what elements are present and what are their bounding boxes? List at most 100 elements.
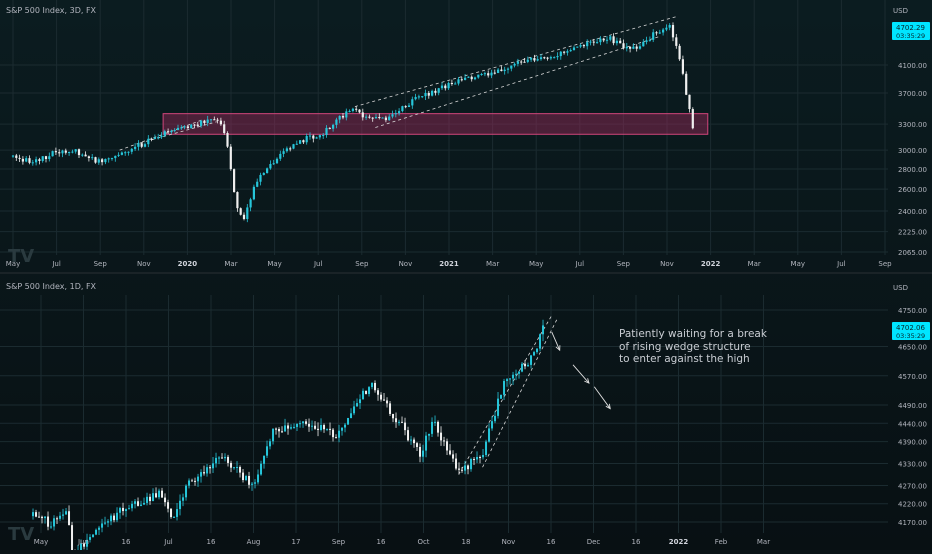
candle-body: [124, 152, 127, 154]
candle-body: [470, 76, 473, 80]
price-tick-label: 4330.00: [898, 461, 927, 469]
arrow-shaft: [593, 386, 611, 409]
time-tick-label: May: [267, 260, 281, 268]
candle-body: [356, 403, 359, 407]
time-tick-label: 16: [547, 538, 556, 546]
candle-body: [44, 516, 47, 519]
candle-body: [662, 29, 665, 33]
candle-body: [322, 135, 325, 137]
candle-body: [572, 47, 576, 51]
candle-body: [278, 428, 281, 432]
candle-body: [539, 334, 542, 349]
candle-body: [140, 504, 143, 506]
candle-body: [146, 496, 149, 503]
candle-body: [516, 61, 519, 64]
candle-body: [249, 199, 252, 208]
price-tick-label: 4440.00: [898, 420, 927, 428]
candle-body: [80, 543, 83, 552]
candle-body: [200, 472, 203, 477]
bottom-pane-price-tag: 4702.06 03:35:29: [892, 322, 930, 340]
candle-body: [424, 93, 427, 97]
time-tick-label: Sep: [94, 260, 108, 268]
candle-body: [32, 512, 35, 517]
candle-body: [224, 456, 227, 459]
candle-body: [401, 106, 404, 112]
candle-body: [394, 113, 397, 115]
candle-body: [521, 363, 524, 372]
time-tick-label: 18: [462, 538, 471, 546]
candle-body: [86, 539, 89, 547]
candle-body: [332, 124, 335, 129]
candle-body: [279, 153, 282, 159]
candle-body: [407, 105, 411, 107]
candle-body: [48, 156, 51, 160]
candle-body: [256, 181, 259, 187]
candle-body: [384, 117, 387, 121]
candle-body: [419, 446, 422, 457]
candle-body: [546, 57, 549, 59]
candle-body: [503, 69, 506, 72]
bottom-pane-time-axis[interactable]: May Jun 16 Jul 16 Aug 17 Sep 16 Oct 18 Nov 16 Dec 16 20…: [34, 538, 770, 546]
candle-body: [94, 157, 97, 163]
top-pane-price-axis[interactable]: 4100.00 3700.00 3300.00 3000.00 2800.00 2600.…: [898, 62, 927, 257]
time-tick-label: Jul: [163, 538, 173, 546]
candle-body: [266, 168, 269, 174]
candle-body: [622, 43, 625, 49]
candle-body: [275, 428, 278, 430]
top-pane-3d[interactable]: 4100.00 3700.00 3300.00 3000.00 2800.00 2600.…: [0, 0, 930, 268]
candle-body: [467, 465, 470, 470]
time-tick-label: Sep: [332, 538, 346, 546]
candle-body: [452, 454, 455, 459]
pane-divider[interactable]: [0, 272, 932, 274]
channel-trendline: [375, 36, 660, 128]
top-pane-time-axis[interactable]: May Jul Sep Nov 2020 Mar May Jul Sep Nov 2021 Mar Ma…: [6, 260, 892, 268]
candle-body: [158, 490, 161, 498]
candle-body: [216, 119, 219, 121]
candle-body: [615, 40, 618, 44]
candle-body: [417, 96, 420, 98]
candle-body: [323, 425, 326, 430]
candle-body: [285, 148, 288, 152]
candle-body: [173, 130, 176, 132]
candle-body: [54, 151, 57, 153]
time-tick-label: May: [529, 260, 543, 268]
arrow-shaft: [551, 331, 561, 351]
price-tick-label: 3700.00: [898, 90, 927, 98]
candle-body: [427, 93, 430, 96]
candle-body: [173, 516, 176, 518]
candle-body: [381, 117, 384, 119]
candle-body: [305, 421, 308, 424]
candle-body: [485, 441, 488, 456]
support-zone: [162, 113, 709, 135]
candle-body: [533, 352, 536, 356]
time-tick-label: Aug: [247, 538, 261, 546]
bottom-pane-grid: [0, 295, 888, 533]
candle-body: [398, 111, 401, 114]
candle-body: [164, 497, 167, 503]
time-tick-label: May: [34, 538, 48, 546]
candle-body: [31, 162, 34, 164]
candle-body: [91, 157, 94, 159]
candle-body: [289, 148, 292, 150]
candle-body: [101, 159, 104, 163]
candle-body: [488, 428, 491, 442]
candle-body: [533, 58, 536, 61]
candle-body: [110, 515, 113, 522]
candle-body: [347, 418, 350, 425]
bottom-pane-1d[interactable]: 4750.00 4650.00 4570.00 4490.00 4440.00 4390.…: [0, 282, 930, 554]
candle-body: [179, 500, 182, 510]
candle-body: [506, 68, 510, 70]
candle-body: [428, 433, 431, 436]
time-tick-label: Oct: [417, 538, 429, 546]
candle-body: [56, 518, 59, 520]
candle-body: [411, 99, 414, 106]
candle-body: [407, 430, 410, 441]
top-pane-grid: [0, 0, 888, 255]
candle-body: [569, 50, 572, 52]
top-pane-price-tag: 4702.29 03:35:29: [892, 22, 930, 40]
candle-body: [299, 140, 302, 144]
candle-body: [506, 379, 509, 381]
arrow-head: [555, 345, 561, 352]
bottom-pane-price-axis[interactable]: 4750.00 4650.00 4570.00 4490.00 4440.00 4390.…: [898, 307, 927, 527]
